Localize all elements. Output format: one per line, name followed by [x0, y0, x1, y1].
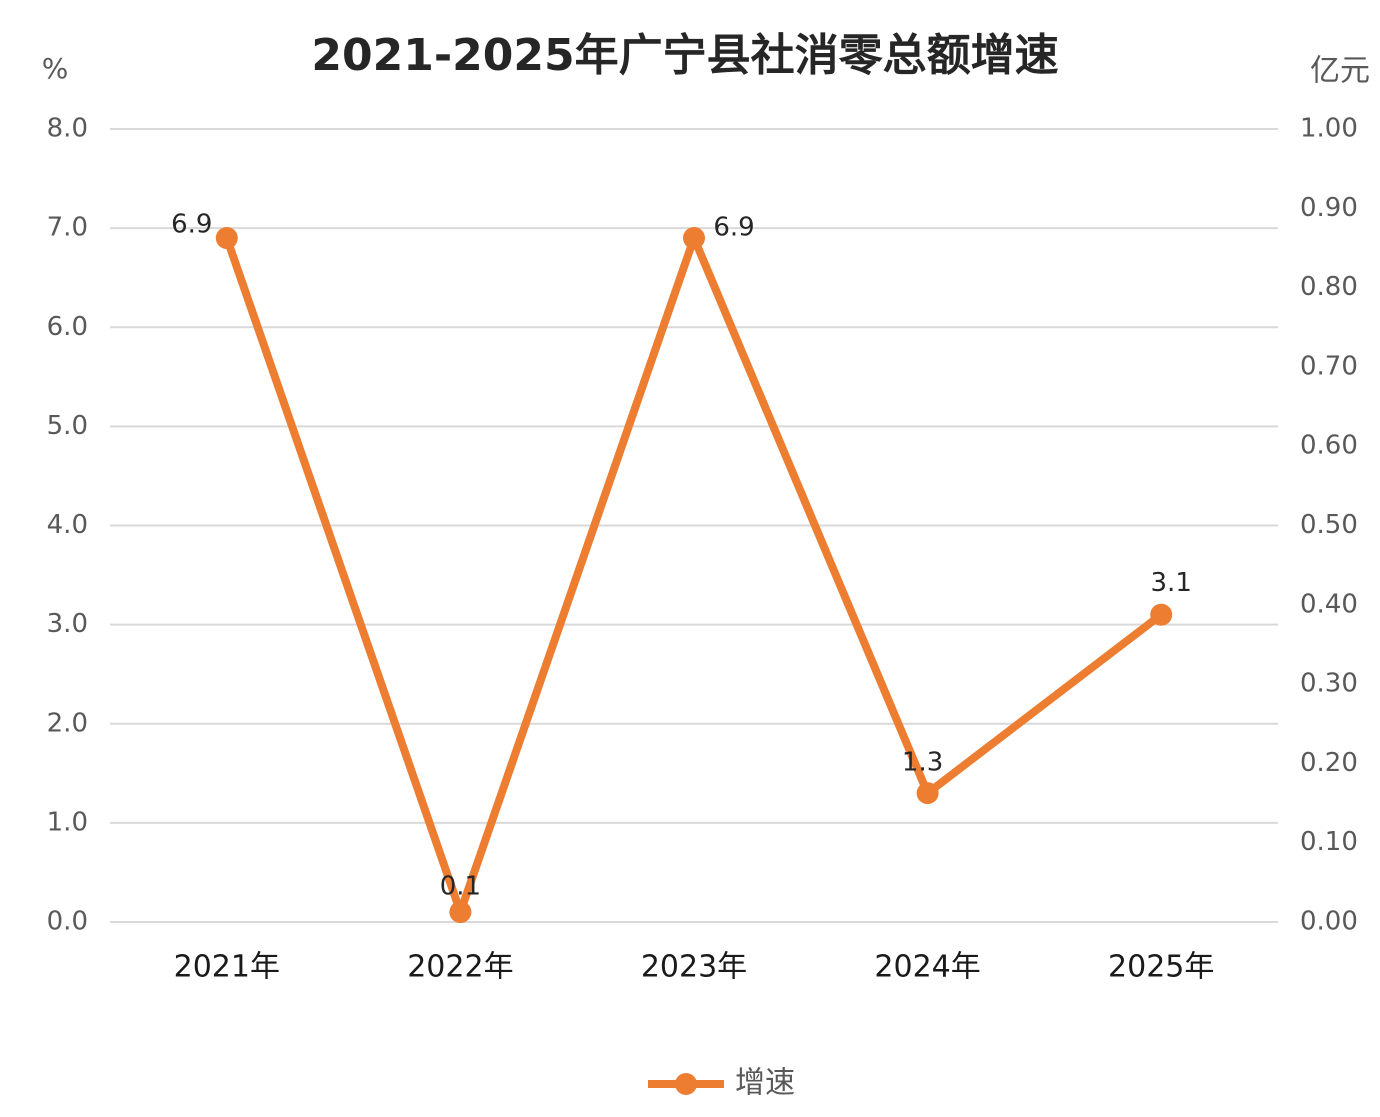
y2-tick-label: 0.60	[1300, 431, 1358, 461]
data-label: 1.3	[902, 748, 943, 778]
point	[449, 901, 472, 924]
y-tick-label: 4.0	[47, 510, 88, 540]
y-tick-label: 1.0	[47, 807, 88, 837]
data-label: 0.1	[440, 872, 481, 902]
data-label: 6.9	[171, 210, 212, 240]
legend-label: 增速	[735, 1066, 795, 1101]
y-tick-label: 5.0	[47, 411, 88, 441]
x-tick-label: 2023年	[641, 950, 747, 985]
legend-marker	[675, 1073, 697, 1095]
y2-tick-label: 0.10	[1300, 827, 1358, 857]
y-tick-label: 7.0	[47, 213, 88, 243]
point	[683, 227, 705, 250]
y2-tick-label: 0.80	[1300, 272, 1358, 302]
point	[1150, 603, 1173, 626]
x-tick-label: 2025年	[1108, 950, 1214, 985]
series-line	[223, 234, 1164, 917]
y2-tick-label: 0.70	[1300, 351, 1358, 381]
y-unit: %	[42, 52, 69, 85]
y2-tick-label: 0.50	[1300, 510, 1358, 540]
x-tick-label: 2021年	[174, 950, 280, 985]
chart-title: 2021-2025年广宁县社消零总额增速	[311, 30, 1058, 81]
data-label: 6.9	[713, 213, 754, 243]
point	[916, 782, 939, 805]
y2-unit: 亿元	[1310, 54, 1370, 89]
y2-tick-label: 0.00	[1300, 907, 1358, 937]
y2-tick-label: 0.20	[1300, 748, 1358, 778]
data-label: 3.1	[1151, 568, 1192, 598]
y-tick-label: 6.0	[47, 312, 88, 342]
x-tick-label: 2022年	[407, 950, 513, 985]
y2-tick-label: 0.30	[1300, 669, 1358, 699]
y2-tick-label: 0.40	[1300, 589, 1358, 619]
y2-tick-label: 0.90	[1300, 193, 1358, 223]
y-tick-label: 0.0	[47, 907, 88, 937]
point	[215, 227, 238, 250]
x-tick-label: 2024年	[874, 950, 980, 985]
y-tick-label: 2.0	[47, 708, 88, 738]
y-tick-label: 8.0	[47, 114, 88, 144]
y2-tick-label: 1.00	[1300, 114, 1358, 144]
y-tick-label: 3.0	[47, 609, 88, 639]
